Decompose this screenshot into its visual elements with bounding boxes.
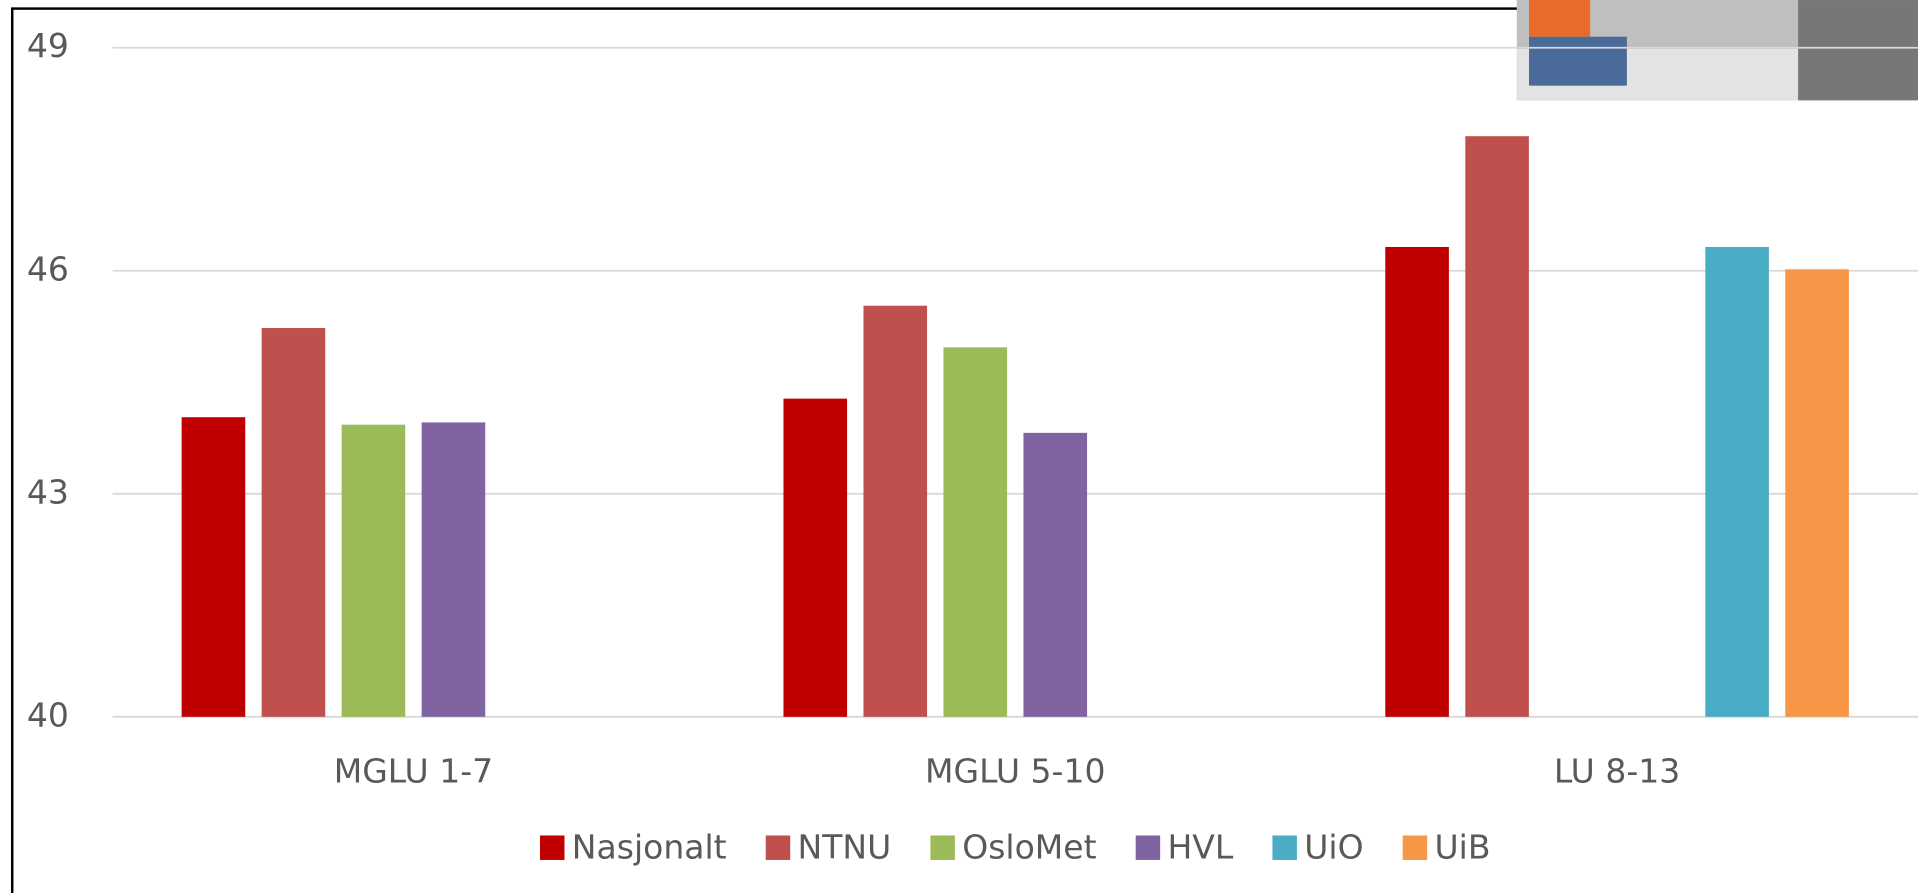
y-tick-label: 46	[27, 249, 69, 288]
legend-label: UiO	[1304, 827, 1363, 866]
legend-swatch	[540, 835, 564, 859]
bar	[863, 306, 927, 717]
bar	[262, 328, 326, 717]
photo	[1517, 0, 1918, 100]
legend-swatch	[1272, 835, 1296, 859]
legend-label: OsloMet	[962, 827, 1096, 866]
bar	[182, 417, 246, 717]
legend-label: NTNU	[798, 827, 892, 866]
chart: 40 43 46 49 MGLU 1-7 MGLU 5-10 LU 8-13 Nasjona…	[0, 0, 1918, 893]
legend-label: Nasjonalt	[572, 827, 727, 866]
x-tick-label: MGLU 1-7	[334, 752, 493, 791]
bar	[422, 422, 486, 716]
legend-label: UiB	[1435, 827, 1491, 866]
legend-swatch	[930, 835, 954, 859]
bar	[1385, 247, 1449, 717]
bar	[1785, 269, 1849, 717]
bar	[783, 399, 847, 717]
legend-swatch	[1136, 835, 1160, 859]
legend-swatch	[1403, 835, 1427, 859]
legend-swatch	[766, 835, 790, 859]
bar	[943, 347, 1007, 716]
y-tick-label: 49	[27, 26, 69, 65]
bar	[1705, 247, 1769, 717]
bar	[1023, 433, 1087, 717]
legend-label: HVL	[1167, 827, 1233, 866]
x-tick-label: LU 8-13	[1554, 752, 1680, 791]
y-tick-label: 43	[27, 472, 69, 511]
y-tick-label: 40	[27, 695, 69, 734]
bar	[342, 425, 406, 717]
x-tick-label: MGLU 5-10	[925, 752, 1105, 791]
bar	[1465, 136, 1529, 717]
